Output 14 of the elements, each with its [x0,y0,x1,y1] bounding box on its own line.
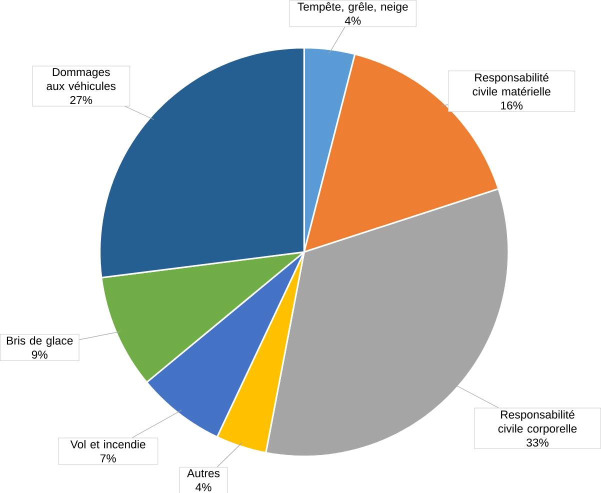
data-label: 4% [196,482,212,491]
slice-label: Responsabilité civile matérielle [472,72,550,96]
data-label: 27% [70,96,92,104]
slice-label: Autres [187,469,220,478]
slice-label: Responsabilité civile corporelle [498,410,577,435]
slice-label: Dommages aux véhicules [46,68,116,90]
data-label: 4% [344,16,361,24]
data-label: 7% [100,454,116,462]
data-label: 9% [32,350,48,358]
data-label: 16% [501,101,523,110]
slice-label: Bris de glace [6,336,73,347]
slice-label: Vol et incendie [70,440,146,448]
data-label: 33% [526,438,549,446]
slice-label: Tempête, grêle, neige [298,2,408,13]
